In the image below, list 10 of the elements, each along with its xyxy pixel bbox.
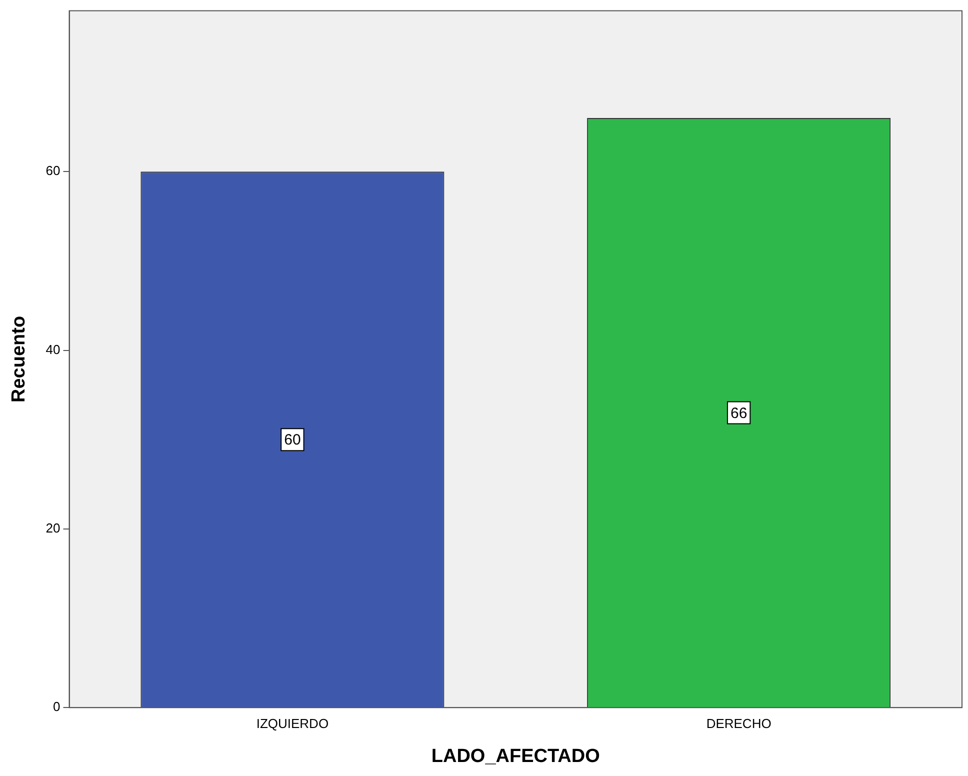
data-label: 66	[730, 404, 748, 422]
y-tick-label: 40	[46, 342, 60, 357]
x-tick-label: IZQUIERDO	[256, 716, 329, 731]
y-tick-label: 20	[46, 520, 60, 536]
y-tick-label: 60	[46, 163, 60, 178]
y-tick-label: 0	[53, 699, 60, 714]
data-label: 60	[284, 432, 301, 449]
y-axis-title: Recuento	[8, 316, 30, 402]
x-tick-label: DERECHO	[706, 716, 772, 731]
x-axis-title: LADO_AFECTADO	[431, 746, 600, 767]
